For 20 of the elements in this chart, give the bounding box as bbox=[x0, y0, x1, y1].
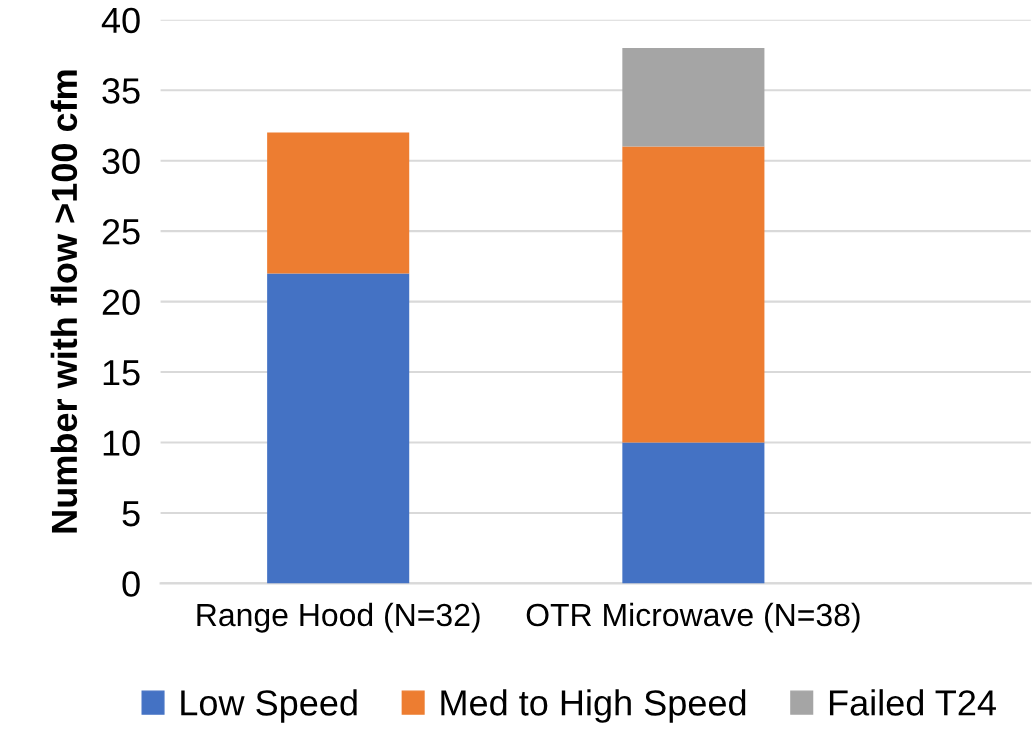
bar bbox=[267, 273, 410, 584]
legend-label: Failed T24 bbox=[829, 689, 996, 716]
legend-label: Med to High Speed bbox=[441, 689, 746, 723]
bar bbox=[622, 146, 765, 443]
y-tick-label: 5 bbox=[122, 501, 140, 527]
y-tick-label: 25 bbox=[102, 219, 140, 245]
y-axis-title: Number with flow >100 cfm bbox=[50, 70, 78, 533]
y-tick-label: 20 bbox=[102, 289, 140, 316]
y-tick-label: 30 bbox=[102, 148, 140, 175]
y-tick-label: 35 bbox=[102, 78, 140, 104]
y-tick-label: 40 bbox=[101, 7, 140, 34]
y-tick-label: 0 bbox=[122, 571, 140, 597]
y-tick-label: 10 bbox=[103, 430, 140, 456]
y-tick-label: 15 bbox=[103, 360, 140, 386]
x-tick-label: Range Hood (N=32) bbox=[197, 602, 480, 633]
bar bbox=[622, 442, 765, 584]
x-tick-label: OTR Microwave (N=38) bbox=[526, 602, 860, 633]
legend-label: Low Speed bbox=[181, 689, 357, 723]
bar bbox=[622, 47, 765, 147]
bar bbox=[267, 132, 410, 274]
